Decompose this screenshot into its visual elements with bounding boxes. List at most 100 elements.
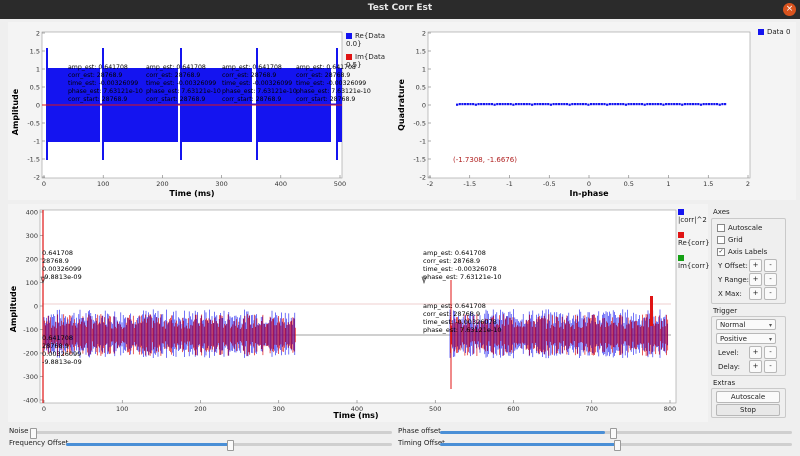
- x-tick-label: 400: [351, 405, 363, 413]
- legend-swatch-icon: [346, 54, 352, 60]
- x-tick-label: 1.5: [703, 180, 713, 188]
- y-tick-label: 100: [26, 279, 38, 287]
- legend-item-im-corr[interactable]: Im{corr}: [678, 254, 710, 270]
- tag-text: phase_est: 7.63121e-10: [423, 326, 502, 334]
- constellation-point: [675, 103, 678, 106]
- trigger-marker-icon: [40, 276, 46, 284]
- constellation-point: [638, 103, 641, 106]
- axes-group: [711, 218, 786, 304]
- x-tick-label: 400: [275, 180, 287, 188]
- tag-text: corr_est: 28768.9: [423, 257, 480, 265]
- legend-item-re-corr[interactable]: Re{corr}: [678, 231, 710, 247]
- time-plot-legend: Re{Data 0.0} Im{Data 0.5}: [346, 32, 396, 69]
- y-range-label: Y Range:: [718, 276, 750, 284]
- burst-tag-text: corr_est: 28768.9: [296, 72, 350, 79]
- grid-checkbox[interactable]: Grid: [717, 236, 743, 244]
- y-range-minus-button[interactable]: -: [764, 273, 777, 286]
- autoscale-checkbox[interactable]: Autoscale: [717, 224, 762, 232]
- time-plot[interactable]: 2 1.5 1 0.5 0 -0.5 -1 -1.5 -2 0 100 200 300 400 500 a…: [8, 22, 396, 200]
- level-plus-button[interactable]: +: [749, 346, 762, 359]
- stop-button[interactable]: Stop: [716, 404, 780, 416]
- burst-tag-text: time_est: -0.00326099: [296, 80, 366, 87]
- y-tick-label: 1.5: [416, 48, 426, 56]
- constellation-point: [485, 103, 488, 106]
- burst-tag-text: phase_est: 7.63121e-10: [222, 88, 297, 95]
- y-offset-minus-button[interactable]: -: [764, 259, 777, 272]
- constellation-legend: Data 0: [758, 28, 790, 36]
- constellation-point: [581, 103, 585, 106]
- y-tick-label: 400: [26, 209, 38, 217]
- phase-offset-slider-fill: [440, 431, 606, 434]
- constellation-plot[interactable]: 2 1.5 1 0.5 0 -0.5 -1 -1.5 -2 -2 -1.5 -1 -0.5 0 0.5 1 1…: [396, 22, 796, 200]
- timing-offset-slider[interactable]: [440, 440, 792, 451]
- constellation-point: [552, 103, 555, 106]
- phase-offset-slider-handle[interactable]: [610, 428, 617, 439]
- legend-swatch-icon: [678, 209, 684, 215]
- noise-slider-handle[interactable]: [30, 428, 37, 439]
- trigger-section-title: Trigger: [713, 307, 738, 315]
- phase-offset-slider[interactable]: [440, 428, 792, 439]
- x-max-plus-button[interactable]: +: [749, 287, 762, 300]
- noise-slider[interactable]: [30, 428, 392, 439]
- x-max-minus-button[interactable]: -: [764, 287, 777, 300]
- y-offset-plus-button[interactable]: +: [749, 259, 762, 272]
- frequency-offset-slider-handle[interactable]: [227, 440, 234, 451]
- constellation-point: [474, 103, 477, 106]
- y-tick-label: -100: [23, 326, 38, 334]
- y-tick-label: 1.5: [30, 48, 40, 56]
- constellation-point: [477, 103, 480, 106]
- y-tick-label: -300: [23, 373, 38, 381]
- constellation-point: [469, 103, 472, 106]
- frequency-offset-slider[interactable]: [66, 440, 392, 451]
- correlation-plot[interactable]: 400 300 200 100 0 -100 -200 -300 -400 0 100 200 300…: [8, 204, 708, 422]
- constellation-point: [466, 103, 469, 106]
- constellation-point: [514, 103, 518, 106]
- legend-item-corr-sq[interactable]: |corr|^2: [678, 208, 710, 224]
- trigger-mode-select[interactable]: Normal ▾: [716, 319, 776, 330]
- trigger-slope-select[interactable]: Positive ▾: [716, 333, 776, 344]
- x-axis-label: Time (ms): [333, 411, 378, 420]
- legend-item-re[interactable]: Re{Data 0.0}: [346, 32, 386, 48]
- tag-text: 28768.9: [42, 342, 69, 350]
- trigger-group: [711, 316, 786, 376]
- noise-label: Noise: [9, 427, 29, 435]
- y-tick-label: 2: [36, 30, 40, 38]
- legend-item-data0[interactable]: Data 0: [758, 28, 790, 36]
- constellation-point: [721, 103, 724, 106]
- axis-labels-checkbox[interactable]: ✓ Axis Labels: [717, 248, 768, 256]
- constellation-point: [619, 103, 622, 106]
- level-minus-button[interactable]: -: [764, 346, 777, 359]
- constellation-point: [504, 103, 507, 106]
- y-tick-label: -1: [34, 138, 40, 146]
- timing-offset-slider-handle[interactable]: [614, 440, 621, 451]
- burst-tag-text: phase_est: 7.63121e-10: [146, 88, 221, 95]
- constellation-point: [724, 103, 727, 106]
- cursor-readout: (-1.7308, -1.6676): [453, 156, 517, 164]
- constellation-point: [665, 103, 668, 106]
- close-icon[interactable]: ×: [783, 3, 796, 16]
- constellation-point: [673, 103, 676, 106]
- constellation-point: [509, 103, 512, 106]
- chevron-down-icon: ▾: [768, 322, 772, 329]
- re-corr-spike: [650, 296, 653, 326]
- x-tick-label: 0: [42, 405, 46, 413]
- x-tick-label: 500: [429, 405, 441, 413]
- constellation-point: [536, 103, 539, 106]
- constellation-point: [584, 103, 587, 106]
- delay-minus-button[interactable]: -: [764, 360, 777, 373]
- constellation-point: [713, 103, 716, 106]
- delay-plus-button[interactable]: +: [749, 360, 762, 373]
- burst-tag-text: time_est: -0.00326099: [146, 80, 216, 87]
- constellation-point: [541, 103, 544, 106]
- constellation-point: [662, 103, 665, 106]
- autoscale-button[interactable]: Autoscale: [716, 391, 780, 403]
- burst-tag-text: amp_est: 0.641708: [296, 64, 356, 71]
- y-range-plus-button[interactable]: +: [749, 273, 762, 286]
- burst-tag-text: phase_est: 7.63121e-10: [68, 88, 143, 95]
- legend-item-im[interactable]: Im{Data 0.5}: [346, 53, 386, 69]
- constellation-point: [622, 103, 625, 106]
- constellation-point: [608, 103, 611, 106]
- x-axis-label: In-phase: [570, 189, 610, 198]
- tag-text: 0.00326099: [42, 265, 81, 273]
- x-tick-label: -2: [427, 180, 433, 188]
